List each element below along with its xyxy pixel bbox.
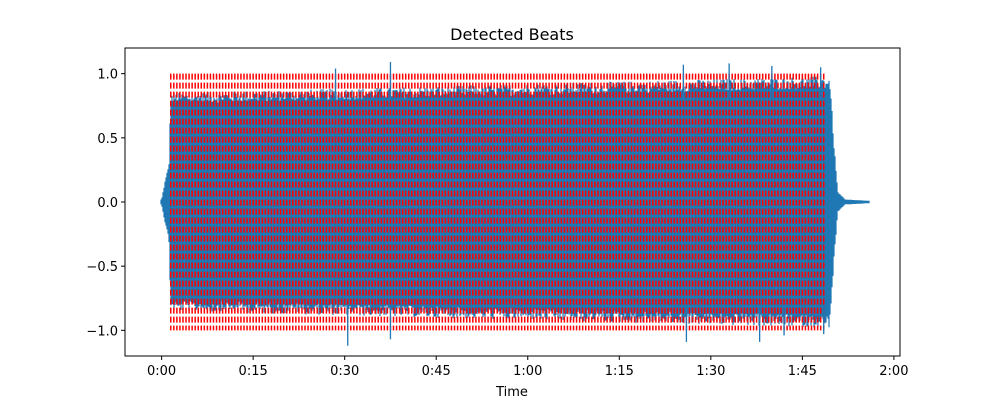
x-tick-label: 0:00: [147, 364, 176, 379]
x-tick-label: 1:00: [513, 364, 542, 379]
y-tick-label: 0.0: [97, 196, 118, 211]
waveform-peaks-layer: [334, 62, 825, 346]
waveform-layer: [160, 76, 870, 328]
x-axis: 0:00 0:15 0:30 0:45 1:00 1:15 1:30 1:45 2:00: [147, 356, 908, 379]
beat-markers-layer: [170, 73, 825, 331]
x-tick-label: 0:15: [239, 364, 268, 379]
y-axis: 1.0 0.5 0.0 −0.5 −1.0: [86, 68, 125, 339]
x-axis-label: Time: [495, 385, 528, 400]
plot-area: [124, 47, 901, 357]
x-tick-label: 1:30: [696, 364, 725, 379]
x-tick-label: 1:45: [788, 364, 817, 379]
y-tick-label: −1.0: [86, 324, 118, 339]
x-tick-label: 0:45: [422, 364, 451, 379]
y-tick-label: 1.0: [97, 68, 118, 83]
x-tick-label: 1:15: [605, 364, 634, 379]
waveform-line: [160, 76, 870, 328]
x-tick-label: 2:00: [879, 364, 908, 379]
y-tick-label: −0.5: [86, 260, 118, 275]
x-tick-label: 0:30: [330, 364, 359, 379]
y-tick-label: 0.5: [97, 132, 118, 147]
chart-title: Detected Beats: [450, 25, 574, 44]
